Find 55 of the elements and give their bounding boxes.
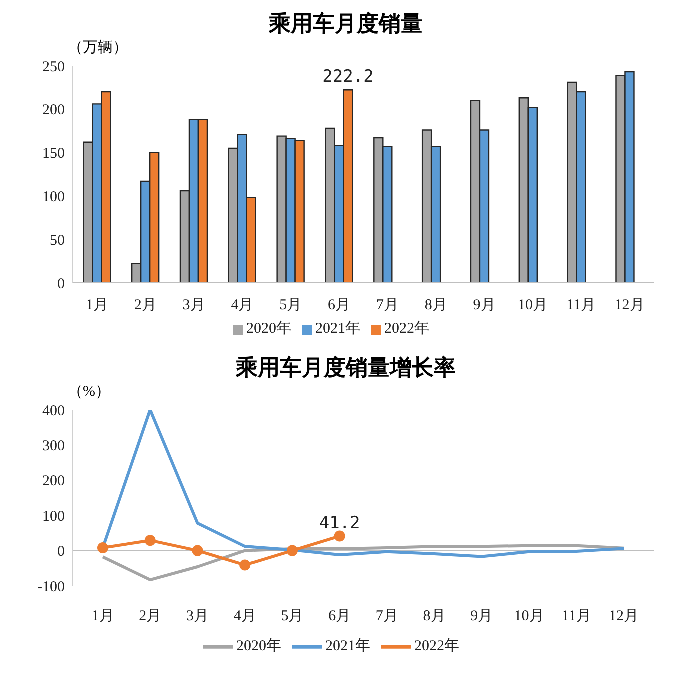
x-tick-label: 4月 <box>231 298 254 314</box>
y-axis-title: （万辆） <box>68 39 128 57</box>
x-tick-label: 3月 <box>182 298 206 314</box>
chart-title: 乘用车月度销量 <box>269 12 423 37</box>
x-tick-label: 10月 <box>514 608 544 625</box>
y-tick-label: 150 <box>42 146 65 162</box>
x-tick-label: 12月 <box>614 298 645 314</box>
x-tick-label: 4月 <box>234 608 256 625</box>
y-axis-title: （%） <box>68 383 110 401</box>
y-tick-label: 250 <box>42 59 65 76</box>
x-tick-label: 6月 <box>328 608 352 625</box>
x-tick-label: 5月 <box>280 298 302 314</box>
y-tick-label: 300 <box>42 438 65 455</box>
x-tick-label: 6月 <box>328 298 351 314</box>
x-tick-label: 1月 <box>86 298 108 314</box>
y-tick-label: 200 <box>42 474 65 490</box>
x-tick-label: 12月 <box>609 608 639 625</box>
legend-label: 2020年 <box>236 638 282 654</box>
x-tick-label: 1月 <box>92 608 114 625</box>
legend-label: 2021年 <box>326 638 370 654</box>
point <box>286 545 298 556</box>
y-tick-label: 200 <box>42 102 65 119</box>
x-tick-label: 3月 <box>186 608 209 625</box>
legend-label: 2022年 <box>414 638 460 654</box>
x-tick-label: 9月 <box>470 608 494 625</box>
point <box>144 535 156 546</box>
point <box>192 545 204 556</box>
data-label: 41.2 <box>319 513 360 534</box>
x-tick-label: 8月 <box>423 608 446 625</box>
x-tick-label: 11月 <box>562 608 592 625</box>
point <box>98 542 108 554</box>
x-tick-label: 7月 <box>376 298 399 314</box>
x-tick-label: 10月 <box>518 298 548 314</box>
y-tick-label: 100 <box>42 190 65 206</box>
y-tick-label: 50 <box>50 232 65 249</box>
point <box>240 560 251 571</box>
y-tick-label: 0 <box>58 276 65 292</box>
chart-title: 乘用车月度销量增长率 <box>236 356 456 381</box>
x-tick-label: 7月 <box>376 608 398 625</box>
point <box>334 530 346 542</box>
x-tick-label: 9月 <box>473 298 496 314</box>
data-label: 222.2 <box>322 67 374 88</box>
x-tick-label: 11月 <box>566 298 596 314</box>
line-series <box>102 544 626 582</box>
y-tick-label: 400 <box>42 403 65 420</box>
x-tick-label: 8月 <box>424 298 448 314</box>
legend-label: 2022年 <box>384 321 430 337</box>
y-tick-label: -100 <box>38 579 65 596</box>
y-tick-label: 0 <box>58 544 65 560</box>
x-tick-label: 5月 <box>281 608 304 625</box>
x-tick-label: 2月 <box>134 298 157 314</box>
x-tick-label: 2月 <box>139 608 162 625</box>
legend-label: 2021年 <box>316 321 360 337</box>
legend-label: 2020年 <box>246 321 292 337</box>
y-tick-label: 100 <box>42 508 65 525</box>
